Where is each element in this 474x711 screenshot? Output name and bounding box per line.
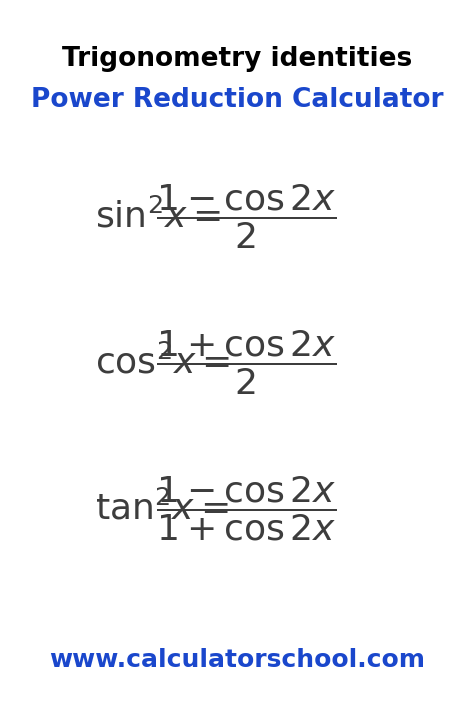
Text: Trigonometry identities: Trigonometry identities <box>62 46 412 73</box>
Text: $\mathrm{cos}^2x{=}$: $\mathrm{cos}^2x{=}$ <box>95 345 230 380</box>
Text: $\dfrac{1-\mathrm{cos}\,2x}{2}$: $\dfrac{1-\mathrm{cos}\,2x}{2}$ <box>156 183 337 251</box>
Text: Power Reduction Calculator: Power Reduction Calculator <box>31 87 443 113</box>
Text: $\mathrm{tan}^2x{=}$: $\mathrm{tan}^2x{=}$ <box>95 491 228 526</box>
Text: $\dfrac{1-\mathrm{cos}\,2x}{1+\mathrm{cos}\,2x}$: $\dfrac{1-\mathrm{cos}\,2x}{1+\mathrm{co… <box>156 474 337 542</box>
Text: $\dfrac{1+\mathrm{cos}\,2x}{2}$: $\dfrac{1+\mathrm{cos}\,2x}{2}$ <box>156 328 337 397</box>
Text: $\mathrm{sin}^2x{=}$: $\mathrm{sin}^2x{=}$ <box>95 199 221 235</box>
Text: www.calculatorschool.com: www.calculatorschool.com <box>49 648 425 672</box>
